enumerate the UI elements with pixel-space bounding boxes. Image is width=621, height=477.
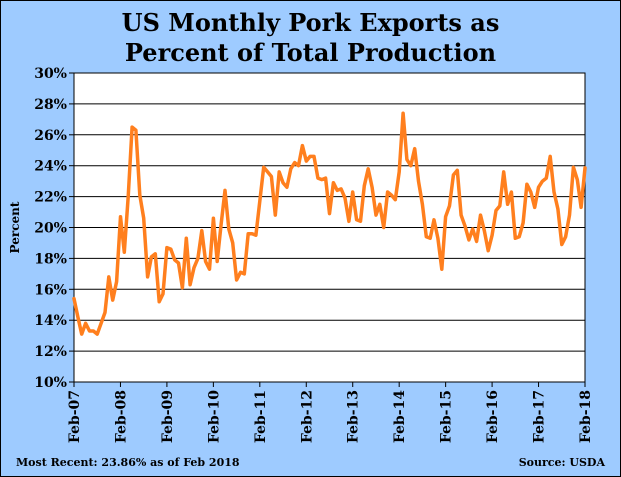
y-axis-label: Percent [8,201,22,253]
series-line [72,111,587,336]
chart-title-line-1: US Monthly Pork Exports as [121,8,500,37]
y-tick-label: 14% [34,313,67,329]
y-tick-label: 28% [34,97,67,113]
x-tick-label: Feb-13 [346,390,362,443]
x-tick-label: Feb-16 [485,390,501,443]
y-tick-label: 18% [34,251,67,267]
most-recent-note: Most Recent: 23.86% as of Feb 2018 [16,456,240,469]
y-tick-label: 20% [34,221,67,237]
source-note: Source: USDA [518,456,605,469]
y-tick-label: 12% [34,344,67,360]
x-tick-label: Feb-08 [113,390,129,443]
x-tick-label: Feb-15 [439,390,455,443]
y-tick-label: 16% [34,282,67,298]
chart-title-line-2: Percent of Total Production [124,38,497,67]
y-tick-label: 24% [34,159,67,175]
x-tick-label: Feb-11 [253,390,269,443]
x-tick-label: Feb-10 [206,390,222,443]
x-tick-label: Feb-14 [392,390,408,443]
y-tick-label: 22% [34,190,67,206]
y-tick-label: 30% [34,66,67,82]
x-tick-label: Feb-17 [532,390,548,443]
x-tick-label: Feb-18 [578,390,594,443]
y-tick-label: 10% [34,375,67,391]
x-tick-label: Feb-12 [299,390,315,443]
x-tick-label: Feb-07 [67,390,83,443]
y-tick-label: 26% [34,128,67,144]
x-tick-label: Feb-09 [160,390,176,443]
plot-border [73,72,586,383]
chart-title: US Monthly Pork Exports as Percent of To… [0,8,621,68]
